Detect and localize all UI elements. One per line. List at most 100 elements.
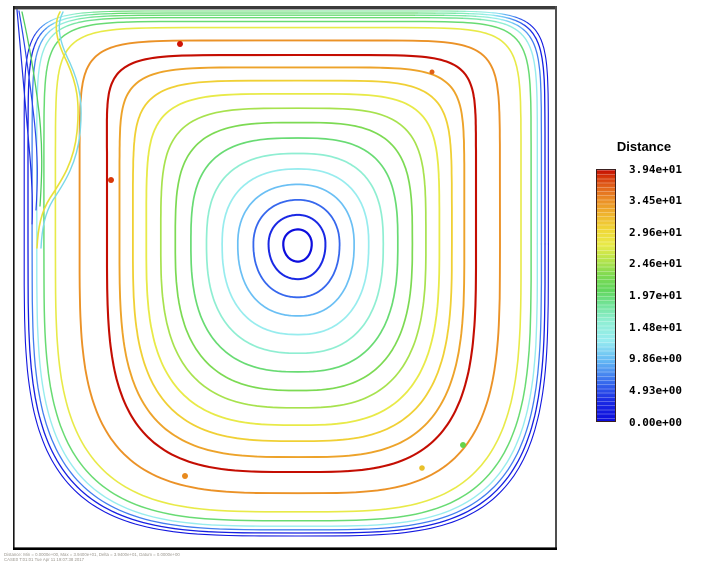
streamline-segment: [81, 11, 94, 14]
colorbar-label: 1.97e+01: [629, 289, 682, 302]
streamline-segment: [27, 63, 546, 534]
streamline-segment: [252, 199, 341, 299]
streamline-segment: [479, 18, 497, 23]
streamline-segment: [105, 53, 478, 474]
streamline-segment: [59, 21, 67, 26]
streamline-segment: [474, 15, 485, 18]
streamline-segment: [516, 24, 524, 30]
left-wall: [13, 6, 15, 550]
streamline-segment: [58, 25, 69, 31]
streamline-segment: [528, 28, 537, 39]
streamline-segment: [145, 93, 441, 426]
streamline-segment: [504, 23, 517, 30]
streamline-segment: [485, 13, 494, 16]
colorbar-label: 2.46e+01: [629, 257, 682, 271]
streamline-segment: [500, 18, 507, 22]
bottom-wall: [13, 547, 557, 550]
streamline-segment: [132, 79, 453, 442]
streamline-segment: [503, 13, 510, 16]
streamline-segment: [45, 30, 51, 36]
streamline-segment: [69, 13, 76, 16]
seed-point-marker: [419, 465, 425, 471]
wall-streamlines: [16, 9, 82, 249]
streamline-segment: [480, 11, 490, 14]
seed-point-marker: [108, 177, 114, 183]
streamline-segment: [428, 17, 464, 19]
streamline-segment: [492, 12, 500, 15]
footer-line-2: CASE0 T:01:01 Tue Apr 11 19:07:38 2017: [4, 557, 85, 563]
streamline-segment: [523, 20, 528, 24]
colorbar-label: 3.94e+01: [629, 162, 682, 176]
streamline-segment: [505, 20, 513, 24]
streamline-segment: [38, 26, 43, 30]
streamline-segment: [111, 12, 418, 15]
streamline-segment: [38, 43, 47, 67]
footer-line-1: Distance: Min = 0.0000e+00, Max = 3.9400…: [4, 552, 180, 557]
streamline-segment: [537, 32, 549, 245]
streamline-segment: [45, 35, 53, 46]
legend-title: Distance: [616, 139, 672, 154]
streamline-segment: [91, 12, 113, 16]
streamline-segment: [523, 24, 531, 31]
streamline-segment: [34, 45, 41, 60]
moving-lid: [13, 6, 557, 10]
streamline-segment: [282, 228, 313, 263]
streamline-segment: [514, 28, 528, 42]
streamline-segment: [190, 137, 399, 373]
colorbar-label: 1.48e+01: [629, 320, 682, 334]
streamline-segment: [31, 58, 543, 531]
streamline-segment: [518, 18, 525, 22]
streamline-segment: [43, 20, 532, 522]
seed-point-marker: [177, 41, 183, 47]
streamline-segment: [38, 38, 44, 47]
streamline-segment: [515, 16, 520, 20]
streamline-segment: [508, 14, 515, 18]
streamline-segment: [205, 152, 385, 355]
streamline-segment: [46, 20, 52, 24]
streamline-segment: [495, 17, 503, 21]
streamline-segment: [159, 107, 427, 409]
colorbar-label: 4.93e+00: [629, 383, 682, 397]
streamline-segment: [42, 34, 47, 41]
right-wall: [555, 6, 557, 550]
streamline-segment: [512, 18, 518, 22]
streamline-segment: [267, 213, 327, 281]
streamline-segment: [529, 35, 543, 245]
streamline-segment: [35, 37, 39, 44]
streamline-segment: [63, 14, 71, 17]
streamline-segment: [534, 37, 546, 245]
streamline-segment: [69, 15, 76, 19]
streamline-segment: [511, 22, 518, 26]
cavity-frame: [13, 6, 557, 550]
streamline-segment: [531, 26, 539, 34]
seed-point-marker: [182, 473, 188, 479]
streamline-segment: [526, 40, 538, 245]
colorbar-label: 3.45e+01: [629, 194, 682, 208]
streamline-segment: [174, 121, 414, 392]
streamline-segment: [461, 17, 482, 21]
streamline-segment: [516, 20, 523, 25]
streamline-segment: [83, 13, 93, 16]
streamline-segment: [77, 16, 92, 20]
seed-point-marker: [429, 69, 435, 75]
footer-annotation: Distance: Min = 0.0000e+00, Max = 3.9400…: [4, 552, 302, 563]
colorbar-label: 9.86e+00: [629, 352, 682, 366]
streamline-segment: [64, 17, 71, 20]
seed-markers: [108, 41, 466, 479]
wall-streamline: [40, 11, 82, 249]
streamline-segment: [36, 28, 40, 33]
wall-streamline: [18, 10, 38, 211]
seed-point-marker: [460, 442, 466, 448]
wall-streamline: [36, 11, 79, 249]
streamline-segment: [34, 31, 38, 36]
streamline-segment: [495, 21, 506, 25]
streamline-segment: [495, 15, 503, 18]
colorbar-label: 2.96e+01: [629, 225, 682, 239]
streamline-segment: [236, 183, 355, 317]
streamline-segment: [108, 14, 416, 17]
streamline-segment: [90, 15, 110, 18]
streamline-segment: [508, 17, 514, 21]
streamline-segment: [101, 17, 430, 20]
